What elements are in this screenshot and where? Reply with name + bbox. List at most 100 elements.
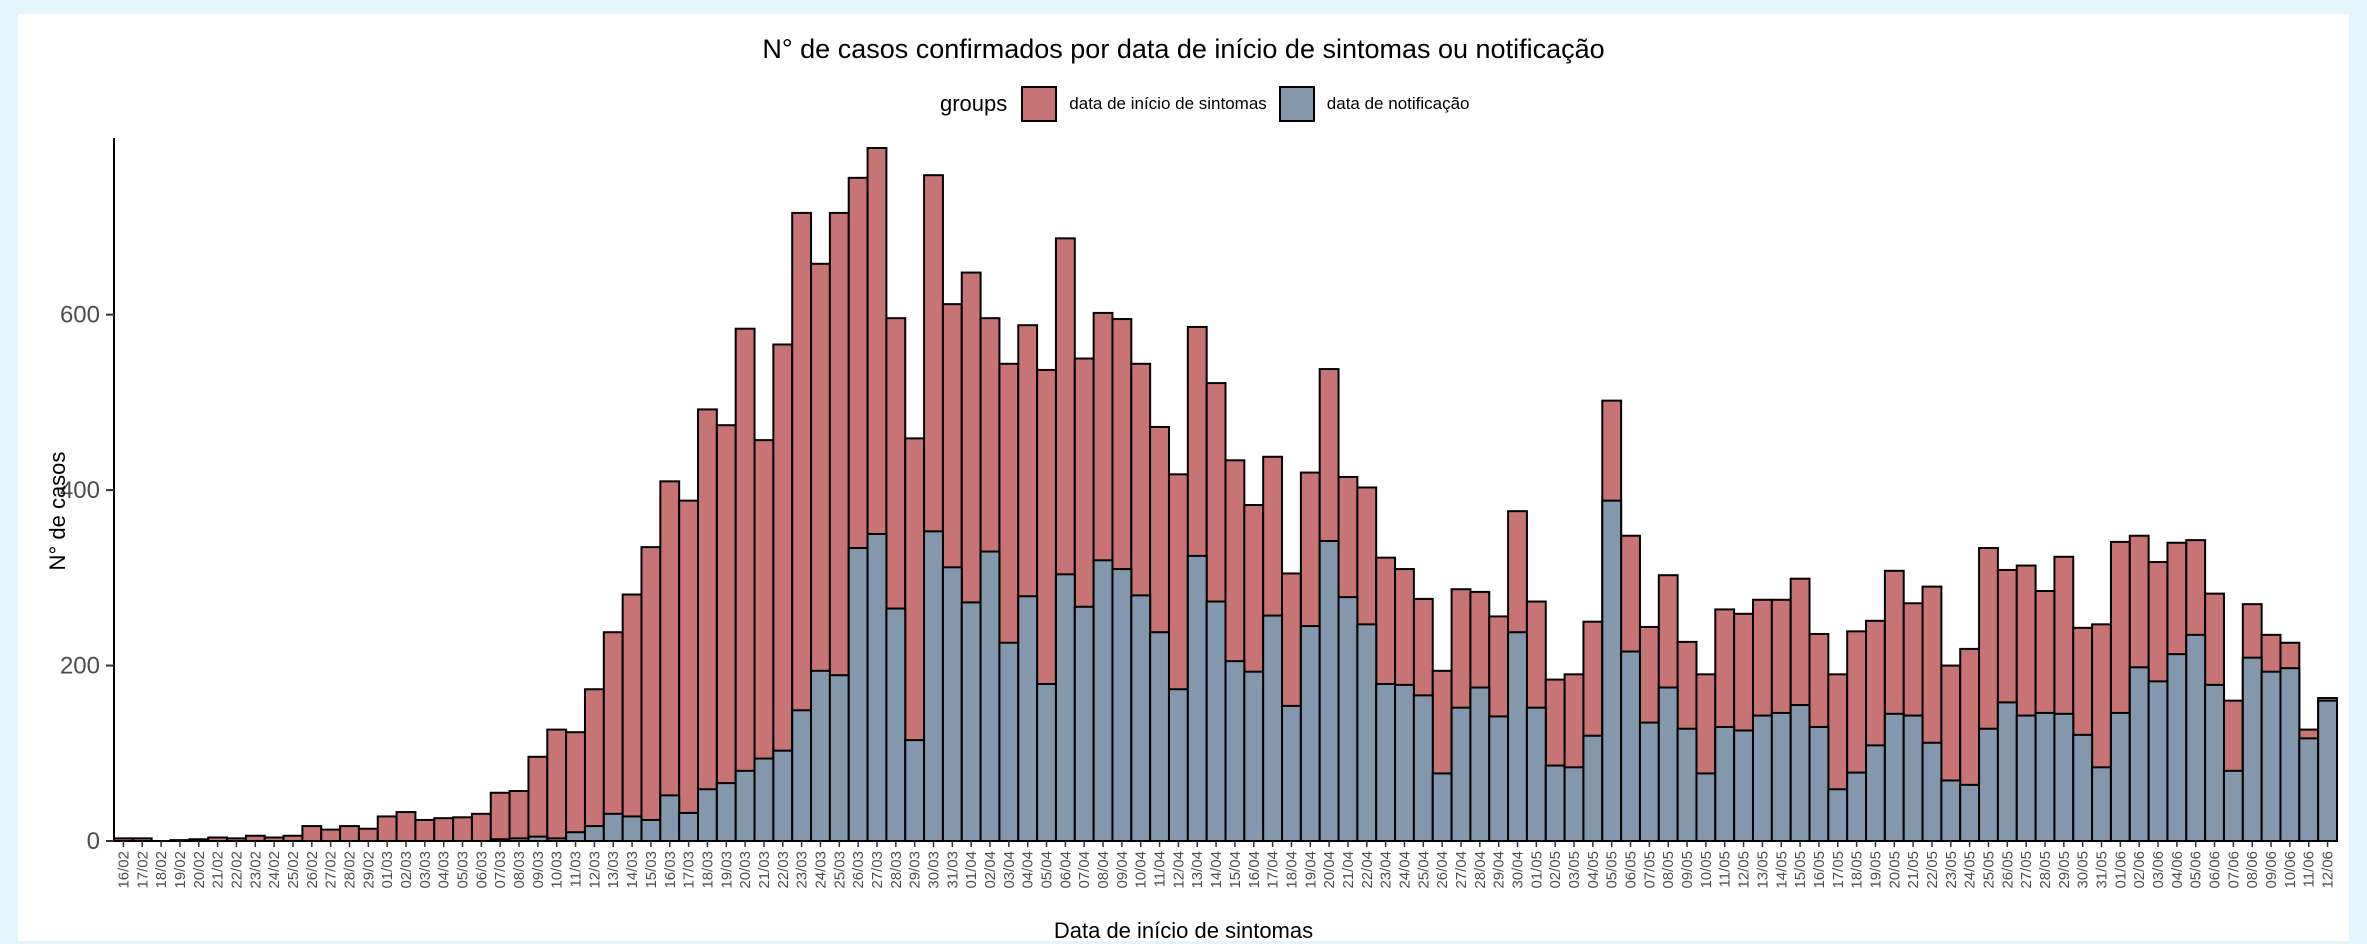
x-tick-label-23-02: 23/02 — [247, 851, 264, 889]
bar-sintomas-08-03 — [508, 790, 530, 842]
bar-notificacao-08-05 — [1657, 686, 1679, 842]
x-tick-label-01-03: 01/03 — [379, 851, 396, 889]
x-tick-label-27-03: 27/03 — [869, 851, 886, 889]
bar-notificacao-03-05 — [1563, 766, 1585, 842]
x-tick-label-05-03: 05/03 — [455, 851, 472, 889]
bar-notificacao-09-06 — [2260, 670, 2282, 843]
bar-notificacao-10-05 — [1695, 772, 1717, 843]
x-tick-label-27-02: 27/02 — [323, 851, 340, 889]
x-tick-label-24-04: 24/04 — [1396, 851, 1413, 889]
x-tick-label-12-05: 12/05 — [1736, 851, 1753, 889]
bar-sintomas-11-03 — [565, 731, 586, 842]
bar-notificacao-01-05 — [1525, 706, 1547, 842]
bar-notificacao-19-04 — [1299, 625, 1321, 843]
y-tick-label-0: 0 — [87, 828, 100, 855]
bar-notificacao-28-04 — [1469, 686, 1491, 842]
bar-notificacao-26-04 — [1431, 772, 1453, 843]
x-tick-label-03-06: 03/06 — [2150, 851, 2167, 889]
bar-notificacao-18-04 — [1281, 704, 1302, 842]
bar-sintomas-02-03 — [395, 811, 417, 842]
bar-notificacao-10-04 — [1130, 594, 1152, 842]
x-tick-label-07-03: 07/03 — [492, 851, 509, 889]
bar-notificacao-14-03 — [621, 815, 643, 843]
bar-notificacao-11-05 — [1714, 725, 1736, 843]
bar-notificacao-20-03 — [734, 769, 756, 843]
x-tick-label-25-02: 25/02 — [285, 851, 302, 889]
bar-notificacao-08-04 — [1092, 559, 1114, 842]
x-tick-label-06-05: 06/05 — [1623, 851, 1640, 889]
bar-notificacao-25-03 — [828, 674, 850, 843]
x-tick-label-07-06: 07/06 — [2225, 851, 2242, 889]
bar-notificacao-10-06 — [2279, 667, 2301, 842]
bar-notificacao-17-03 — [678, 811, 700, 842]
x-tick-label-15-04: 15/04 — [1227, 851, 1244, 889]
x-tick-label-03-03: 03/03 — [417, 851, 434, 889]
bar-sintomas-18-03 — [697, 408, 718, 842]
bar-notificacao-16-04 — [1243, 670, 1265, 843]
bar-notificacao-01-04 — [960, 601, 982, 843]
bar-sintomas-06-03 — [470, 812, 492, 842]
x-tick-label-14-04: 14/04 — [1208, 851, 1225, 889]
y-tick-label-600: 600 — [60, 302, 100, 329]
bar-notificacao-26-05 — [1996, 701, 2018, 843]
x-tick-label-26-05: 26/05 — [1999, 851, 2016, 889]
x-tick-label-04-03: 04/03 — [436, 851, 453, 889]
x-tick-label-04-04: 04/04 — [1020, 851, 1037, 889]
x-tick-label-23-04: 23/04 — [1378, 851, 1395, 889]
x-tick-label-19-04: 19/04 — [1302, 851, 1319, 889]
x-tick-label-04-05: 04/05 — [1585, 851, 1602, 889]
x-tick-label-09-06: 09/06 — [2263, 851, 2280, 889]
bar-sintomas-20-03 — [734, 327, 756, 842]
x-tick-label-24-03: 24/03 — [812, 851, 829, 889]
x-tick-label-26-02: 26/02 — [304, 851, 321, 889]
x-tick-label-29-05: 29/05 — [2056, 851, 2073, 889]
bar-notificacao-17-05 — [1827, 788, 1849, 842]
x-tick-label-05-05: 05/05 — [1604, 851, 1621, 889]
bar-notificacao-05-05 — [1601, 499, 1623, 842]
bar-notificacao-30-03 — [923, 530, 944, 843]
bar-notificacao-07-04 — [1073, 605, 1095, 843]
x-tick-label-22-02: 22/02 — [228, 851, 245, 889]
bar-notificacao-12-03 — [583, 825, 605, 843]
x-tick-label-10-03: 10/03 — [549, 851, 566, 889]
bar-notificacao-12-06 — [2317, 699, 2338, 843]
x-tick-label-29-03: 29/03 — [907, 851, 924, 889]
x-tick-label-21-03: 21/03 — [756, 851, 773, 889]
bar-sintomas-01-03 — [376, 815, 398, 843]
bar-sintomas-12-03 — [583, 688, 605, 842]
x-tick-label-24-02: 24/02 — [266, 851, 283, 889]
bar-notificacao-21-05 — [1902, 714, 1924, 842]
x-tick-label-16-02: 16/02 — [115, 851, 132, 889]
bar-chart: 0 200 400 600 16/02 17/02 18/02 19/02 20/02 21/02… — [60, 138, 2338, 889]
x-tick-label-28-05: 28/05 — [2037, 851, 2054, 889]
bar-sintomas-03-03 — [414, 818, 436, 843]
x-tick-label-12-03: 12/03 — [586, 851, 603, 889]
x-tick-label-20-05: 20/05 — [1886, 851, 1903, 889]
x-tick-label-22-04: 22/04 — [1359, 851, 1376, 889]
bar-notificacao-09-05 — [1676, 727, 1698, 842]
x-tick-label-24-05: 24/05 — [1962, 851, 1979, 889]
bar-sintomas-29-02 — [357, 827, 379, 842]
x-tick-label-31-05: 31/05 — [2094, 851, 2111, 889]
legend-label-sintomas: data de início de sintomas — [1069, 94, 1267, 113]
bar-notificacao-30-05 — [2072, 733, 2094, 842]
x-tick-label-31-03: 31/03 — [944, 851, 961, 889]
chart-legend: groups data de início de sintomas data d… — [940, 82, 1482, 126]
bar-notificacao-06-04 — [1054, 573, 1076, 843]
bar-notificacao-25-04 — [1412, 694, 1434, 842]
bar-notificacao-03-04 — [998, 641, 1020, 842]
chart-panel: N° de casos confirmados por data de iníc… — [18, 14, 2349, 943]
x-tick-label-10-06: 10/06 — [2282, 851, 2299, 889]
x-tick-label-05-06: 05/06 — [2188, 851, 2205, 889]
x-tick-label-20-03: 20/03 — [737, 851, 754, 889]
bar-sintomas-28-02 — [339, 825, 360, 843]
bar-sintomas-14-03 — [621, 593, 643, 842]
legend-label-notificacao: data de notificação — [1326, 94, 1470, 113]
bar-notificacao-29-04 — [1488, 715, 1510, 842]
x-tick-label-19-05: 19/05 — [1867, 851, 1884, 889]
bar-notificacao-22-04 — [1356, 623, 1378, 843]
bar-sintomas-10-03 — [546, 728, 568, 843]
bar-notificacao-06-06 — [2204, 683, 2225, 842]
bar-notificacao-05-04 — [1036, 682, 1057, 842]
x-tick-label-16-04: 16/04 — [1246, 851, 1263, 889]
